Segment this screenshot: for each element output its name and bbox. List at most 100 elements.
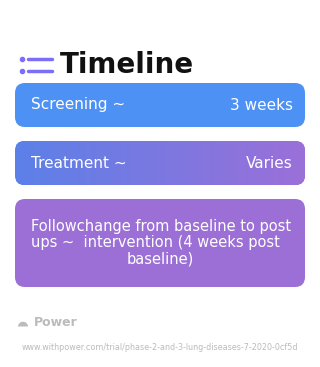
Bar <box>147 141 149 185</box>
Bar <box>122 141 124 185</box>
Bar <box>16 141 18 185</box>
Text: Power: Power <box>34 316 78 330</box>
Bar <box>163 141 165 185</box>
Bar <box>190 141 192 185</box>
Bar <box>220 141 221 185</box>
Text: ◖: ◖ <box>15 320 28 326</box>
Bar <box>131 141 133 185</box>
Bar <box>119 141 121 185</box>
Bar <box>302 141 304 185</box>
Bar <box>92 141 94 185</box>
Bar <box>66 141 68 185</box>
Bar <box>189 141 191 185</box>
Bar <box>128 141 130 185</box>
Bar <box>44 141 46 185</box>
Bar <box>98 141 100 185</box>
Bar <box>251 141 253 185</box>
Bar <box>289 141 291 185</box>
Bar <box>43 141 44 185</box>
Text: Varies: Varies <box>246 156 293 171</box>
Bar <box>177 141 179 185</box>
Bar <box>57 141 59 185</box>
Bar <box>138 141 140 185</box>
Bar <box>293 141 295 185</box>
Bar <box>212 141 214 185</box>
Bar <box>160 141 162 185</box>
Bar <box>95 141 97 185</box>
Bar <box>296 141 298 185</box>
Bar <box>31 141 33 185</box>
Bar <box>115 141 117 185</box>
Bar <box>247 141 249 185</box>
Bar <box>218 141 220 185</box>
Bar <box>192 141 194 185</box>
Bar <box>37 141 39 185</box>
Bar <box>40 141 42 185</box>
Bar <box>162 141 164 185</box>
Bar <box>164 141 166 185</box>
Bar <box>93 141 95 185</box>
Bar <box>243 141 244 185</box>
Bar <box>38 141 40 185</box>
Text: Screening ~: Screening ~ <box>31 98 125 113</box>
Bar <box>266 141 268 185</box>
Bar <box>109 141 111 185</box>
Bar <box>244 141 246 185</box>
Bar <box>269 141 271 185</box>
Bar <box>118 141 120 185</box>
Bar <box>67 141 69 185</box>
Bar <box>73 141 75 185</box>
Bar <box>215 141 217 185</box>
Bar <box>195 141 197 185</box>
Bar <box>106 141 108 185</box>
Bar <box>19 141 21 185</box>
Bar <box>245 141 247 185</box>
Bar <box>174 141 176 185</box>
Bar <box>209 141 211 185</box>
Bar <box>70 141 72 185</box>
Bar <box>84 141 86 185</box>
Bar <box>22 141 24 185</box>
Bar <box>89 141 91 185</box>
Bar <box>182 141 184 185</box>
Bar <box>158 141 161 185</box>
Bar <box>299 141 301 185</box>
Bar <box>28 141 30 185</box>
Bar <box>154 141 156 185</box>
Bar <box>100 141 102 185</box>
Bar <box>18 141 20 185</box>
Bar <box>273 141 275 185</box>
Bar <box>156 141 157 185</box>
Bar <box>34 141 36 185</box>
Text: baseline): baseline) <box>126 251 194 266</box>
Bar <box>259 141 260 185</box>
Bar <box>261 141 263 185</box>
Bar <box>82 141 84 185</box>
Bar <box>201 141 203 185</box>
Bar <box>105 141 107 185</box>
Bar <box>193 141 195 185</box>
Bar <box>285 141 287 185</box>
Bar <box>87 141 90 185</box>
Bar <box>157 141 159 185</box>
Bar <box>263 141 265 185</box>
Bar <box>298 141 300 185</box>
Bar <box>267 141 269 185</box>
Bar <box>198 141 200 185</box>
Bar <box>211 141 213 185</box>
Bar <box>172 141 173 185</box>
Bar <box>143 141 145 185</box>
Bar <box>150 141 152 185</box>
Bar <box>279 141 281 185</box>
Text: Followchange from baseline to post: Followchange from baseline to post <box>31 219 291 235</box>
Bar <box>124 141 126 185</box>
Bar <box>205 141 207 185</box>
Bar <box>301 141 303 185</box>
Bar <box>132 141 134 185</box>
Bar <box>260 141 262 185</box>
Bar <box>254 141 256 185</box>
Bar <box>277 141 279 185</box>
Bar <box>272 141 274 185</box>
Bar <box>185 141 187 185</box>
Bar <box>127 141 129 185</box>
